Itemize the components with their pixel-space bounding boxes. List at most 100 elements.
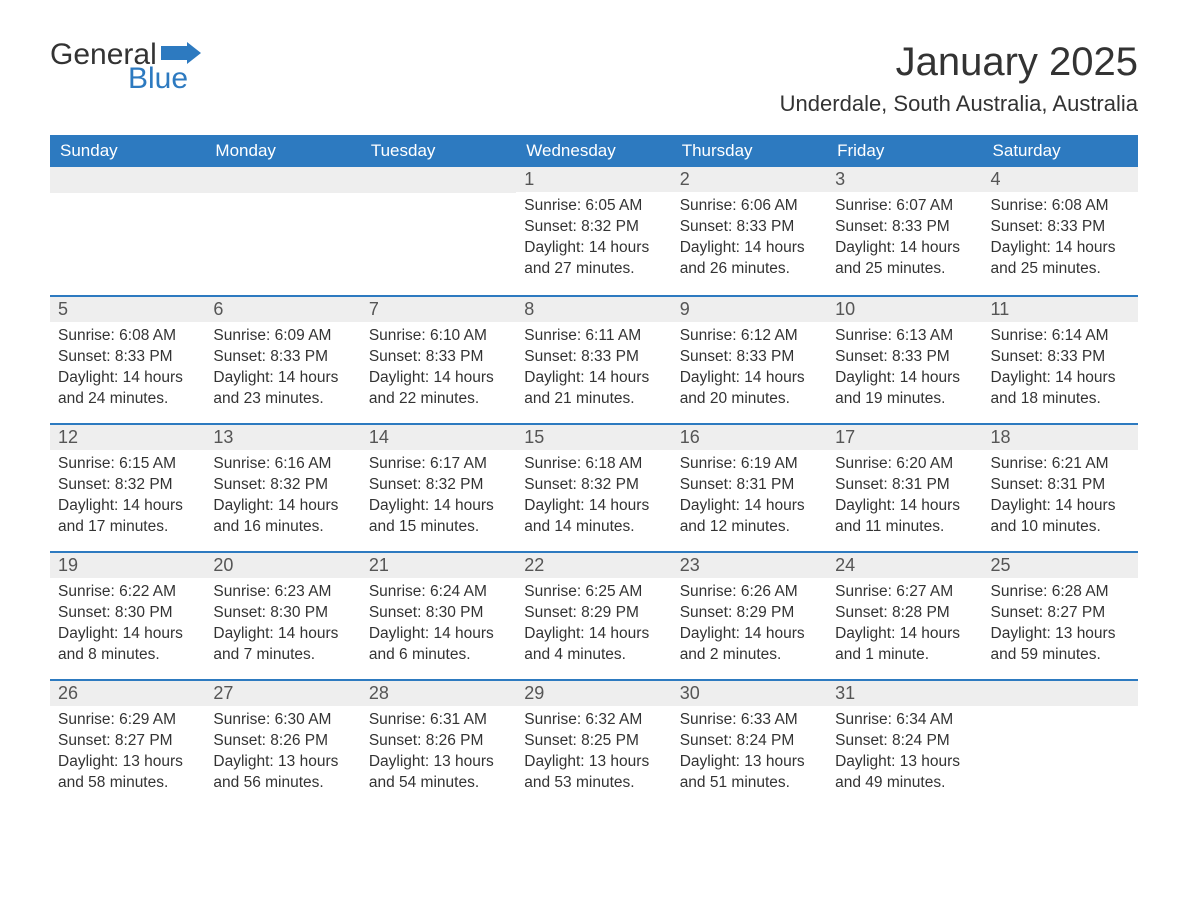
calendar-cell: 20Sunrise: 6:23 AMSunset: 8:30 PMDayligh… xyxy=(205,551,360,679)
weekday-header: Wednesday xyxy=(516,135,671,167)
day-details: Sunrise: 6:34 AMSunset: 8:24 PMDaylight:… xyxy=(827,706,982,804)
calendar-cell: 16Sunrise: 6:19 AMSunset: 8:31 PMDayligh… xyxy=(672,423,827,551)
sunset-line: Sunset: 8:32 PM xyxy=(213,475,352,496)
sunset-line: Sunset: 8:33 PM xyxy=(835,347,974,368)
daylight-line: Daylight: 13 hours and 51 minutes. xyxy=(680,752,819,794)
sunrise-line: Sunrise: 6:32 AM xyxy=(524,710,663,731)
day-details: Sunrise: 6:08 AMSunset: 8:33 PMDaylight:… xyxy=(50,322,205,420)
weekday-header: Saturday xyxy=(983,135,1138,167)
sunrise-line: Sunrise: 6:22 AM xyxy=(58,582,197,603)
daylight-line: Daylight: 14 hours and 8 minutes. xyxy=(58,624,197,666)
sunset-line: Sunset: 8:33 PM xyxy=(369,347,508,368)
title-block: January 2025 Underdale, South Australia,… xyxy=(780,40,1138,131)
day-details: Sunrise: 6:20 AMSunset: 8:31 PMDaylight:… xyxy=(827,450,982,548)
sunset-line: Sunset: 8:33 PM xyxy=(524,347,663,368)
day-number: 13 xyxy=(205,423,360,450)
sunrise-line: Sunrise: 6:14 AM xyxy=(991,326,1130,347)
day-details: Sunrise: 6:10 AMSunset: 8:33 PMDaylight:… xyxy=(361,322,516,420)
sunset-line: Sunset: 8:24 PM xyxy=(835,731,974,752)
calendar-cell: 17Sunrise: 6:20 AMSunset: 8:31 PMDayligh… xyxy=(827,423,982,551)
daylight-line: Daylight: 14 hours and 16 minutes. xyxy=(213,496,352,538)
sunset-line: Sunset: 8:29 PM xyxy=(680,603,819,624)
day-number: 25 xyxy=(983,551,1138,578)
day-details: Sunrise: 6:17 AMSunset: 8:32 PMDaylight:… xyxy=(361,450,516,548)
calendar-cell xyxy=(983,679,1138,807)
day-details: Sunrise: 6:13 AMSunset: 8:33 PMDaylight:… xyxy=(827,322,982,420)
sunset-line: Sunset: 8:31 PM xyxy=(680,475,819,496)
sunrise-line: Sunrise: 6:24 AM xyxy=(369,582,508,603)
sunset-line: Sunset: 8:25 PM xyxy=(524,731,663,752)
sunrise-line: Sunrise: 6:30 AM xyxy=(213,710,352,731)
day-details: Sunrise: 6:23 AMSunset: 8:30 PMDaylight:… xyxy=(205,578,360,676)
calendar-week: 19Sunrise: 6:22 AMSunset: 8:30 PMDayligh… xyxy=(50,551,1138,679)
day-details: Sunrise: 6:33 AMSunset: 8:24 PMDaylight:… xyxy=(672,706,827,804)
calendar-cell: 24Sunrise: 6:27 AMSunset: 8:28 PMDayligh… xyxy=(827,551,982,679)
calendar-cell: 4Sunrise: 6:08 AMSunset: 8:33 PMDaylight… xyxy=(983,167,1138,295)
sunrise-line: Sunrise: 6:08 AM xyxy=(58,326,197,347)
sunset-line: Sunset: 8:31 PM xyxy=(835,475,974,496)
calendar-cell: 1Sunrise: 6:05 AMSunset: 8:32 PMDaylight… xyxy=(516,167,671,295)
sunrise-line: Sunrise: 6:23 AM xyxy=(213,582,352,603)
day-number xyxy=(361,167,516,193)
day-number: 14 xyxy=(361,423,516,450)
calendar-cell: 15Sunrise: 6:18 AMSunset: 8:32 PMDayligh… xyxy=(516,423,671,551)
sunset-line: Sunset: 8:32 PM xyxy=(524,217,663,238)
daylight-line: Daylight: 14 hours and 6 minutes. xyxy=(369,624,508,666)
weekday-header: Friday xyxy=(827,135,982,167)
day-number: 7 xyxy=(361,295,516,322)
daylight-line: Daylight: 14 hours and 24 minutes. xyxy=(58,368,197,410)
daylight-line: Daylight: 13 hours and 56 minutes. xyxy=(213,752,352,794)
calendar-cell: 7Sunrise: 6:10 AMSunset: 8:33 PMDaylight… xyxy=(361,295,516,423)
day-details: Sunrise: 6:18 AMSunset: 8:32 PMDaylight:… xyxy=(516,450,671,548)
daylight-line: Daylight: 14 hours and 19 minutes. xyxy=(835,368,974,410)
sunset-line: Sunset: 8:33 PM xyxy=(680,347,819,368)
location-subtitle: Underdale, South Australia, Australia xyxy=(780,91,1138,117)
sunrise-line: Sunrise: 6:08 AM xyxy=(991,196,1130,217)
sunset-line: Sunset: 8:31 PM xyxy=(991,475,1130,496)
daylight-line: Daylight: 13 hours and 53 minutes. xyxy=(524,752,663,794)
day-number: 17 xyxy=(827,423,982,450)
daylight-line: Daylight: 14 hours and 22 minutes. xyxy=(369,368,508,410)
day-number: 11 xyxy=(983,295,1138,322)
sunset-line: Sunset: 8:33 PM xyxy=(835,217,974,238)
calendar-week: 26Sunrise: 6:29 AMSunset: 8:27 PMDayligh… xyxy=(50,679,1138,807)
sunset-line: Sunset: 8:24 PM xyxy=(680,731,819,752)
daylight-line: Daylight: 14 hours and 2 minutes. xyxy=(680,624,819,666)
day-number: 31 xyxy=(827,679,982,706)
sunset-line: Sunset: 8:32 PM xyxy=(58,475,197,496)
calendar-cell: 29Sunrise: 6:32 AMSunset: 8:25 PMDayligh… xyxy=(516,679,671,807)
day-details: Sunrise: 6:24 AMSunset: 8:30 PMDaylight:… xyxy=(361,578,516,676)
calendar-cell xyxy=(361,167,516,295)
sunrise-line: Sunrise: 6:33 AM xyxy=(680,710,819,731)
calendar-cell: 5Sunrise: 6:08 AMSunset: 8:33 PMDaylight… xyxy=(50,295,205,423)
sunrise-line: Sunrise: 6:20 AM xyxy=(835,454,974,475)
calendar-cell xyxy=(205,167,360,295)
sunrise-line: Sunrise: 6:34 AM xyxy=(835,710,974,731)
sunset-line: Sunset: 8:33 PM xyxy=(213,347,352,368)
day-number: 24 xyxy=(827,551,982,578)
calendar-table: SundayMondayTuesdayWednesdayThursdayFrid… xyxy=(50,135,1138,807)
calendar-cell xyxy=(50,167,205,295)
brand-logo: General Blue xyxy=(50,40,201,94)
sunset-line: Sunset: 8:33 PM xyxy=(680,217,819,238)
sunset-line: Sunset: 8:26 PM xyxy=(213,731,352,752)
day-number: 10 xyxy=(827,295,982,322)
calendar-cell: 25Sunrise: 6:28 AMSunset: 8:27 PMDayligh… xyxy=(983,551,1138,679)
calendar-head: SundayMondayTuesdayWednesdayThursdayFrid… xyxy=(50,135,1138,167)
day-details: Sunrise: 6:22 AMSunset: 8:30 PMDaylight:… xyxy=(50,578,205,676)
calendar-cell: 27Sunrise: 6:30 AMSunset: 8:26 PMDayligh… xyxy=(205,679,360,807)
day-details: Sunrise: 6:06 AMSunset: 8:33 PMDaylight:… xyxy=(672,192,827,290)
daylight-line: Daylight: 14 hours and 12 minutes. xyxy=(680,496,819,538)
day-number: 3 xyxy=(827,167,982,192)
sunset-line: Sunset: 8:33 PM xyxy=(58,347,197,368)
daylight-line: Daylight: 14 hours and 27 minutes. xyxy=(524,238,663,280)
sunrise-line: Sunrise: 6:07 AM xyxy=(835,196,974,217)
calendar-cell: 22Sunrise: 6:25 AMSunset: 8:29 PMDayligh… xyxy=(516,551,671,679)
day-number xyxy=(983,679,1138,706)
day-number: 19 xyxy=(50,551,205,578)
sunrise-line: Sunrise: 6:06 AM xyxy=(680,196,819,217)
day-number: 2 xyxy=(672,167,827,192)
daylight-line: Daylight: 14 hours and 26 minutes. xyxy=(680,238,819,280)
calendar-cell: 10Sunrise: 6:13 AMSunset: 8:33 PMDayligh… xyxy=(827,295,982,423)
day-details: Sunrise: 6:27 AMSunset: 8:28 PMDaylight:… xyxy=(827,578,982,676)
